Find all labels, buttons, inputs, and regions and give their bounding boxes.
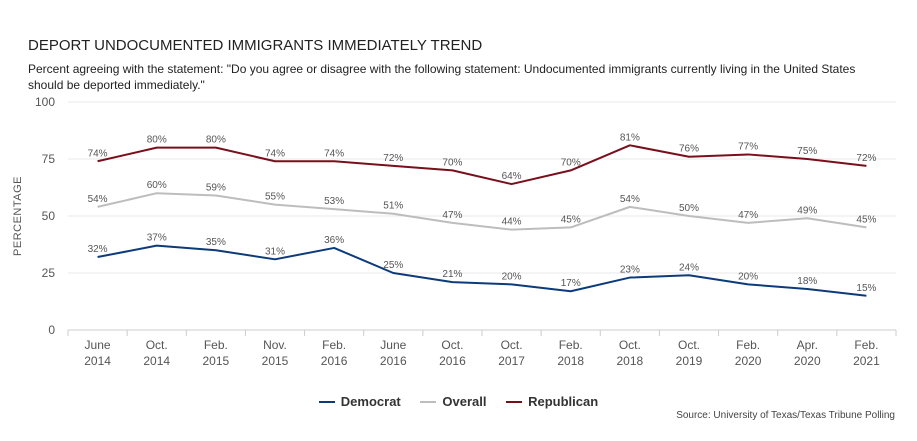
y-tick-label: 0 <box>48 323 55 337</box>
x-tick-label: 2018 <box>557 354 584 368</box>
legend-swatch-democrat <box>318 400 335 403</box>
x-tick-label: 2021 <box>853 354 880 368</box>
x-tick-label: June <box>380 338 406 352</box>
x-tick-label: 2014 <box>143 354 170 368</box>
data-label-overall: 50% <box>679 203 699 214</box>
data-label-republican: 70% <box>442 157 462 168</box>
y-tick-label: 50 <box>42 209 56 223</box>
x-tick-label: Feb. <box>736 338 760 352</box>
data-label-overall: 55% <box>265 192 285 203</box>
data-label-democrat: 17% <box>561 278 581 289</box>
data-label-overall: 44% <box>502 217 522 228</box>
y-tick-label: 75 <box>42 152 56 166</box>
legend-item-overall[interactable]: Overall <box>420 394 486 409</box>
data-label-republican: 80% <box>147 135 167 146</box>
source-note: Source: University of Texas/Texas Tribun… <box>676 410 895 421</box>
x-tick-label: Nov. <box>263 338 287 352</box>
data-label-overall: 59% <box>206 182 226 193</box>
data-label-overall: 60% <box>147 180 167 191</box>
x-tick-label: 2018 <box>617 354 644 368</box>
x-tick-label: Feb. <box>322 338 346 352</box>
x-tick-label: 2015 <box>262 354 289 368</box>
data-label-republican: 72% <box>383 153 403 164</box>
data-label-democrat: 23% <box>620 265 640 276</box>
x-tick-label: Oct. <box>678 338 700 352</box>
legend: Democrat Overall Republican <box>0 394 917 409</box>
x-tick-label: 2020 <box>735 354 762 368</box>
x-tick-label: Oct. <box>146 338 168 352</box>
chart-title: DEPORT UNDOCUMENTED IMMIGRANTS IMMEDIATE… <box>28 37 483 54</box>
legend-item-democrat[interactable]: Democrat <box>318 394 401 409</box>
data-label-republican: 74% <box>265 148 285 159</box>
data-label-republican: 74% <box>88 148 108 159</box>
x-tick-label: 2020 <box>794 354 821 368</box>
data-label-republican: 76% <box>679 144 699 155</box>
series-line-overall <box>97 192 867 231</box>
data-label-republican: 77% <box>738 141 758 152</box>
data-label-democrat: 35% <box>206 237 226 248</box>
data-label-democrat: 20% <box>738 271 758 282</box>
legend-item-republican[interactable]: Republican <box>506 394 598 409</box>
data-label-democrat: 15% <box>856 283 876 294</box>
chart-subtitle: Percent agreeing with the statement: "Do… <box>28 62 856 92</box>
x-tick-label: 2015 <box>203 354 230 368</box>
x-tick-label: Apr. <box>797 338 818 352</box>
x-tick-label: Oct. <box>619 338 641 352</box>
data-label-republican: 70% <box>561 157 581 168</box>
data-label-republican: 75% <box>797 146 817 157</box>
x-tick-label: Feb. <box>204 338 228 352</box>
x-tick-label: 2016 <box>380 354 407 368</box>
legend-swatch-overall <box>420 400 437 403</box>
x-tick-label: Oct. <box>501 338 523 352</box>
data-label-republican: 74% <box>324 148 344 159</box>
data-label-democrat: 37% <box>147 233 167 244</box>
line-chart: 0 25 50 75 100 PERCENTAGE June 2014 Oct. 2014 Feb.… <box>12 95 897 368</box>
legend-label-republican: Republican <box>528 394 599 409</box>
data-label-democrat: 36% <box>324 235 344 246</box>
data-label-democrat: 32% <box>88 244 108 255</box>
data-label-overall: 54% <box>88 194 108 205</box>
legend-label-democrat: Democrat <box>340 394 401 409</box>
x-tick-label: 2017 <box>498 354 525 368</box>
y-tick-label: 25 <box>42 266 56 280</box>
data-label-democrat: 21% <box>442 269 462 280</box>
x-tick-label: 2016 <box>439 354 466 368</box>
x-tick-label: Feb. <box>559 338 583 352</box>
x-tick-label: 2016 <box>321 354 348 368</box>
data-label-overall: 45% <box>561 214 581 225</box>
data-label-overall: 54% <box>620 194 640 205</box>
series-line-democrat <box>97 244 867 297</box>
data-label-overall: 47% <box>442 210 462 221</box>
legend-label-overall: Overall <box>442 394 487 409</box>
data-label-overall: 53% <box>324 196 344 207</box>
data-label-overall: 47% <box>738 210 758 221</box>
data-label-republican: 72% <box>856 153 876 164</box>
x-tick-label: Oct. <box>441 338 463 352</box>
x-tick-label: 2014 <box>84 354 111 368</box>
data-label-democrat: 24% <box>679 262 699 273</box>
data-label-democrat: 25% <box>383 260 403 271</box>
x-tick-label: June <box>85 338 111 352</box>
data-label-republican: 81% <box>620 132 640 143</box>
data-label-republican: 64% <box>502 171 522 182</box>
y-axis-label: PERCENTAGE <box>12 176 24 256</box>
data-label-overall: 45% <box>856 214 876 225</box>
data-label-overall: 49% <box>797 205 817 216</box>
x-tick-label: 2019 <box>676 354 703 368</box>
data-label-democrat: 31% <box>265 246 285 257</box>
data-label-democrat: 20% <box>502 271 522 282</box>
x-tick-label: Feb. <box>854 338 878 352</box>
data-label-democrat: 18% <box>797 276 817 287</box>
data-label-republican: 80% <box>206 135 226 146</box>
data-label-overall: 51% <box>383 201 403 212</box>
y-tick-label: 100 <box>35 95 55 109</box>
legend-swatch-republican <box>506 400 523 403</box>
series-line-republican <box>97 144 867 186</box>
